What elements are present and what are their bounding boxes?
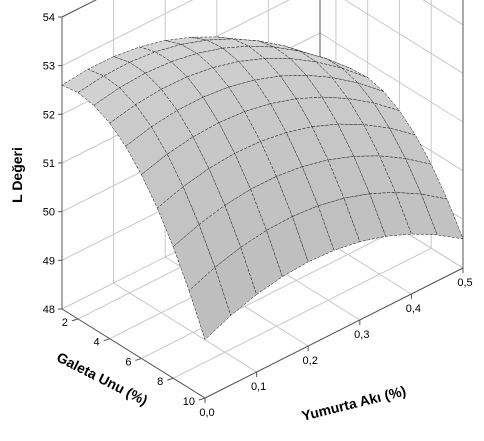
x-tick-label: 8 bbox=[157, 376, 163, 388]
y-tick-label: 0,1 bbox=[251, 381, 266, 393]
y-tick-label: 0,0 bbox=[199, 407, 214, 419]
gridline-floor bbox=[172, 247, 432, 379]
x-tick-label: 10 bbox=[183, 396, 195, 408]
surface-patch bbox=[103, 62, 146, 88]
gridline-right-wall bbox=[422, 0, 464, 26]
x-axis-title: Galeta Unu (%) bbox=[54, 349, 150, 408]
x-tick-mark bbox=[103, 338, 110, 342]
gridline-floor bbox=[141, 227, 400, 359]
surface-patch bbox=[305, 74, 349, 99]
z-axis-title: L Değeri bbox=[9, 147, 25, 203]
y-tick-label: 0,2 bbox=[303, 355, 318, 367]
surface-patch bbox=[188, 266, 232, 341]
surface-patch bbox=[369, 192, 412, 237]
wall-top-edge bbox=[61, 0, 97, 18]
z-tick-label: 51 bbox=[43, 158, 55, 170]
surface-patch bbox=[263, 58, 307, 77]
gridline-right-wall bbox=[319, 32, 464, 123]
surface-patch bbox=[295, 96, 339, 127]
gridline-right-wall bbox=[344, 0, 464, 74]
z-tick-label: 53 bbox=[43, 61, 55, 73]
y-axis-title: Yumurta Akı (%) bbox=[300, 382, 408, 423]
surface-patch bbox=[156, 186, 200, 248]
x-tick-mark bbox=[167, 377, 174, 381]
x-tick-label: 6 bbox=[125, 356, 131, 368]
surface-patch bbox=[61, 69, 105, 93]
y-tick-label: 0,5 bbox=[457, 277, 472, 289]
y-axis-line bbox=[204, 267, 464, 399]
z-tick-label: 49 bbox=[43, 255, 55, 267]
gridline-left-wall bbox=[61, 0, 97, 18]
surface-patch bbox=[151, 110, 194, 155]
gridline-floor bbox=[113, 282, 257, 373]
z-tick-label: 50 bbox=[43, 207, 55, 219]
z-tick-label: 54 bbox=[43, 12, 55, 24]
y-tick-label: 0,3 bbox=[354, 329, 369, 341]
surface-patch bbox=[141, 153, 184, 209]
x-tick-mark bbox=[135, 357, 142, 361]
y-tick-label: 0,4 bbox=[406, 303, 421, 315]
gridline-left-wall bbox=[61, 0, 194, 67]
x-axis-line bbox=[61, 308, 206, 399]
z-tick-label: 52 bbox=[43, 109, 55, 121]
surface-patch bbox=[343, 193, 386, 242]
surface-mesh bbox=[61, 36, 464, 341]
x-tick-mark bbox=[198, 397, 206, 401]
x-tick-label: 4 bbox=[94, 337, 100, 349]
x-tick-mark bbox=[71, 318, 79, 322]
x-tick-label: 2 bbox=[62, 317, 68, 329]
tick-labels: 48 49 50 51 52 53 54 2 4 6 8 10 0,0 0,1 0,2 0,3 0,4 0,5 bbox=[43, 12, 473, 419]
surface-patch bbox=[260, 132, 303, 177]
z-tick-label: 48 bbox=[43, 304, 55, 316]
